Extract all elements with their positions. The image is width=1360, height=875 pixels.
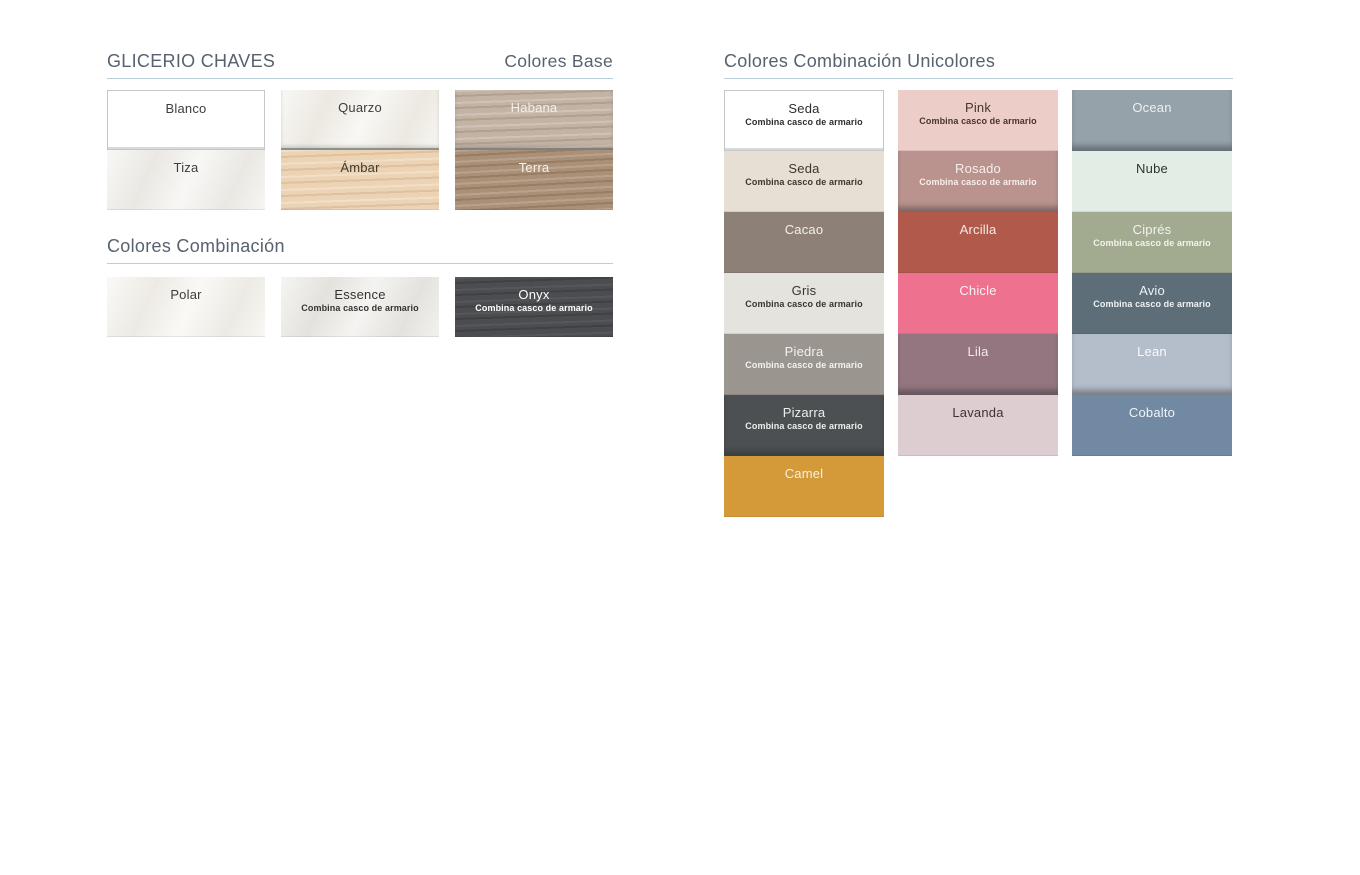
swatch-label: Ocean — [1132, 100, 1172, 115]
swatch-label: Lavanda — [952, 405, 1004, 420]
swatch-label: Polar — [170, 287, 202, 302]
swatch-sublabel: Combina casco de armario — [745, 177, 863, 187]
swatch-label: Rosado — [954, 161, 1001, 176]
color-swatch: Seda Combina casco de armario — [724, 151, 884, 212]
color-swatch: Habana — [455, 90, 613, 150]
color-swatch: Ciprés Combina casco de armario — [1072, 212, 1232, 273]
swatch-label: Ámbar — [340, 160, 380, 175]
swatch-label: Ciprés — [1132, 222, 1172, 237]
color-swatch: Rosado Combina casco de armario — [898, 151, 1058, 212]
colores-unicolores-grid: Seda Combina casco de armario Seda Combi… — [724, 90, 1233, 517]
color-swatch: Polar — [107, 277, 265, 337]
color-swatch: Pizarra Combina casco de armario — [724, 395, 884, 456]
section-divider-rule — [724, 78, 1233, 79]
colores-base-grid: Blanco Tiza Quarzo Ámbar Habana Terra — [107, 90, 613, 210]
swatch-label: Quarzo — [338, 100, 382, 115]
swatch-sublabel: Combina casco de armario — [475, 303, 593, 313]
swatch-label: Lila — [967, 344, 989, 359]
unicolores-column-3: Ocean Nube Ciprés Combina casco de armar… — [1072, 90, 1232, 517]
section-divider-rule — [107, 78, 613, 79]
swatch-sublabel: Combina casco de armario — [919, 177, 1037, 187]
color-swatch: Arcilla — [898, 212, 1058, 273]
swatch-sublabel: Combina casco de armario — [745, 360, 863, 370]
section-title-colores-base: Colores Base — [504, 51, 613, 71]
unicolores-column-2: Pink Combina casco de armario Rosado Com… — [898, 90, 1058, 517]
base-column-blanco-tiza: Blanco Tiza — [107, 90, 265, 210]
brand-title: GLICERIO CHAVES — [107, 51, 276, 71]
color-swatch: Cacao — [724, 212, 884, 273]
swatch-label: Essence — [334, 287, 386, 302]
unicolores-section-header: Colores Combinación Unicolores — [724, 50, 1233, 72]
swatch-label: Seda — [788, 161, 820, 176]
swatch-label: Habana — [510, 100, 558, 115]
color-swatch: Terra — [455, 150, 613, 210]
swatch-label: Lean — [1137, 344, 1167, 359]
swatch-label: Gris — [791, 283, 817, 298]
swatch-label: Camel — [784, 466, 824, 481]
swatch-label: Onyx — [518, 287, 550, 302]
color-swatch: Blanco — [107, 90, 265, 150]
right-catalog-column: Colores Combinación Unicolores Seda Comb… — [724, 50, 1233, 517]
color-swatch: Quarzo — [281, 90, 439, 150]
color-swatch: Tiza — [107, 150, 265, 210]
swatch-label: Nube — [1136, 161, 1168, 176]
swatch-label: Blanco — [165, 101, 207, 116]
color-swatch: Seda Combina casco de armario — [724, 90, 884, 151]
swatch-sublabel: Combina casco de armario — [301, 303, 419, 313]
color-swatch: Lean — [1072, 334, 1232, 395]
color-swatch: Onyx Combina casco de armario — [455, 277, 613, 337]
swatch-sublabel: Combina casco de armario — [745, 299, 863, 309]
color-swatch: Ámbar — [281, 150, 439, 210]
color-swatch: Essence Combina casco de armario — [281, 277, 439, 337]
color-swatch: Chicle — [898, 273, 1058, 334]
swatch-label: Terra — [518, 160, 550, 175]
section-title-colores-combinacion: Colores Combinación — [107, 236, 285, 256]
swatch-label: Pizarra — [782, 405, 826, 420]
swatch-label: Tiza — [173, 160, 199, 175]
swatch-label: Cacao — [784, 222, 824, 237]
swatch-sublabel: Combina casco de armario — [1093, 238, 1211, 248]
color-swatch: Camel — [724, 456, 884, 517]
color-swatch: Avio Combina casco de armario — [1072, 273, 1232, 334]
section-title-unicolores: Colores Combinación Unicolores — [724, 51, 996, 71]
swatch-label: Pink — [964, 100, 992, 115]
color-swatch: Lila — [898, 334, 1058, 395]
color-swatch: Nube — [1072, 151, 1232, 212]
swatch-sublabel: Combina casco de armario — [919, 116, 1037, 126]
color-swatch: Lavanda — [898, 395, 1058, 456]
section-divider-rule — [107, 263, 613, 264]
base-column-habana-terra: Habana Terra — [455, 90, 613, 210]
base-column-quarzo-ambar: Quarzo Ámbar — [281, 90, 439, 210]
swatch-label: Seda — [788, 101, 820, 116]
color-swatch: Ocean — [1072, 90, 1232, 151]
left-catalog-column: GLICERIO CHAVES Colores Base Blanco Tiza… — [107, 50, 613, 337]
swatch-sublabel: Combina casco de armario — [1093, 299, 1211, 309]
color-swatch: Piedra Combina casco de armario — [724, 334, 884, 395]
swatch-sublabel: Combina casco de armario — [745, 117, 863, 127]
color-swatch: Gris Combina casco de armario — [724, 273, 884, 334]
unicolores-column-1: Seda Combina casco de armario Seda Combi… — [724, 90, 884, 517]
combinacion-section-header: Colores Combinación — [107, 235, 613, 257]
swatch-label: Piedra — [784, 344, 824, 359]
swatch-label: Chicle — [959, 283, 997, 298]
swatch-sublabel: Combina casco de armario — [745, 421, 863, 431]
swatch-label: Arcilla — [959, 222, 997, 237]
color-swatch: Cobalto — [1072, 395, 1232, 456]
base-section-header: GLICERIO CHAVES Colores Base — [107, 50, 613, 72]
color-swatch: Pink Combina casco de armario — [898, 90, 1058, 151]
swatch-label: Avio — [1139, 283, 1165, 298]
swatch-label: Cobalto — [1128, 405, 1176, 420]
colores-combinacion-grid: Polar Essence Combina casco de armario O… — [107, 277, 613, 337]
